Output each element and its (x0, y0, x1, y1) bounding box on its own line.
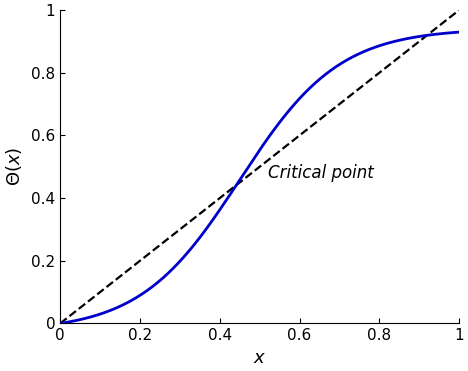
X-axis label: $x$: $x$ (253, 349, 266, 367)
Text: Critical point: Critical point (268, 164, 373, 182)
Y-axis label: $\Theta(x)$: $\Theta(x)$ (4, 147, 24, 187)
